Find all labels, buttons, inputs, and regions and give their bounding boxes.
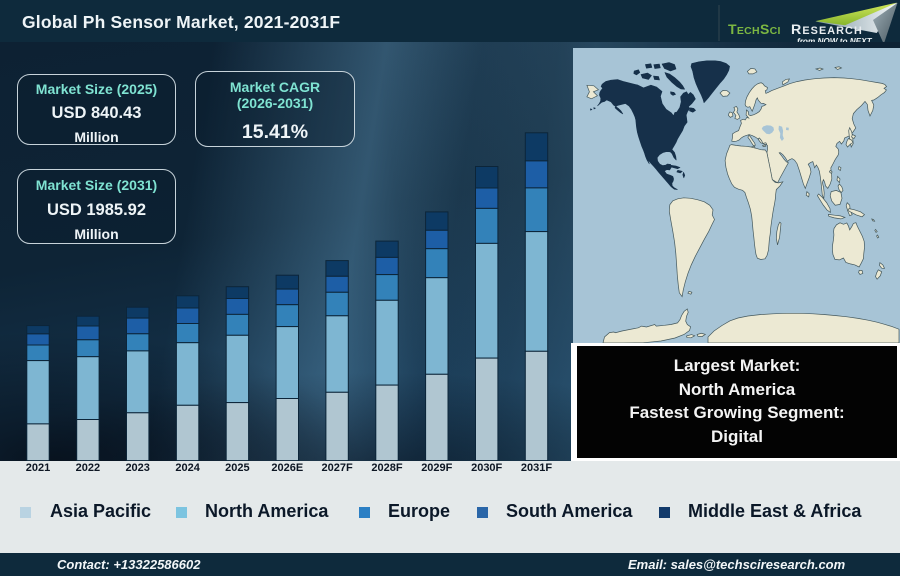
svg-text:TECHSCI: TECHSCI xyxy=(728,21,781,37)
svg-text:RESEARCH: RESEARCH xyxy=(791,22,863,38)
svg-text:from NOW to NEXT: from NOW to NEXT xyxy=(797,37,873,46)
